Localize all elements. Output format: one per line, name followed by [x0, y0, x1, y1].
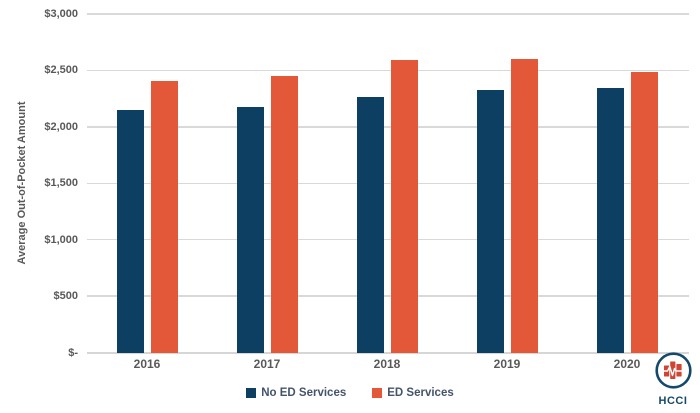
y-tick-label: $- — [68, 346, 78, 359]
bar-ed-services-2020 — [630, 71, 658, 353]
gridline — [87, 69, 689, 72]
y-tick-label: $2,000 — [44, 120, 78, 133]
y-tick-label: $500 — [53, 290, 78, 303]
x-tick-label-2017: 2017 — [253, 357, 281, 371]
legend-swatch-icon — [246, 388, 257, 398]
bar-ed-services-2016 — [150, 80, 178, 353]
gridline — [87, 126, 689, 128]
bar-ed-services-2018 — [390, 60, 418, 353]
y-tick-label: $2,500 — [44, 64, 78, 77]
legend-label: No ED Services — [261, 387, 347, 399]
gridline — [87, 182, 689, 184]
x-axis-line — [87, 351, 689, 354]
hcci-logo-text: HCCI — [658, 395, 688, 407]
gridline — [87, 295, 689, 297]
gridline — [87, 238, 689, 241]
x-tick-label-2019: 2019 — [493, 357, 521, 371]
plot-area — [87, 13, 689, 354]
bar-no-ed-services-2017 — [236, 106, 264, 353]
legend-item-ed-services: ED Services — [372, 387, 454, 399]
bar-no-ed-services-2019 — [476, 89, 504, 353]
legend-label: ED Services — [387, 387, 454, 399]
legend-swatch-icon — [372, 388, 383, 398]
legend-item-no-ed-services: No ED Services — [246, 387, 346, 399]
x-tick-label-2018: 2018 — [373, 357, 401, 371]
legend: No ED Services ED Services — [0, 387, 700, 399]
y-tick-label: $1,000 — [44, 233, 78, 246]
x-tick-label-2020: 2020 — [613, 357, 641, 371]
x-tick-label-2016: 2016 — [133, 357, 161, 371]
hcci-logo: HCCI — [653, 352, 693, 407]
y-tick-label: $1,500 — [44, 177, 78, 190]
hcci-logo-icon — [654, 352, 692, 389]
bar-no-ed-services-2016 — [116, 110, 144, 353]
bar-ed-services-2019 — [510, 59, 538, 353]
gridline — [87, 13, 689, 15]
bar-no-ed-services-2020 — [596, 88, 624, 353]
bar-no-ed-services-2018 — [356, 96, 384, 353]
y-tick-label: $3,000 — [44, 8, 78, 20]
bar-ed-services-2017 — [270, 76, 298, 353]
